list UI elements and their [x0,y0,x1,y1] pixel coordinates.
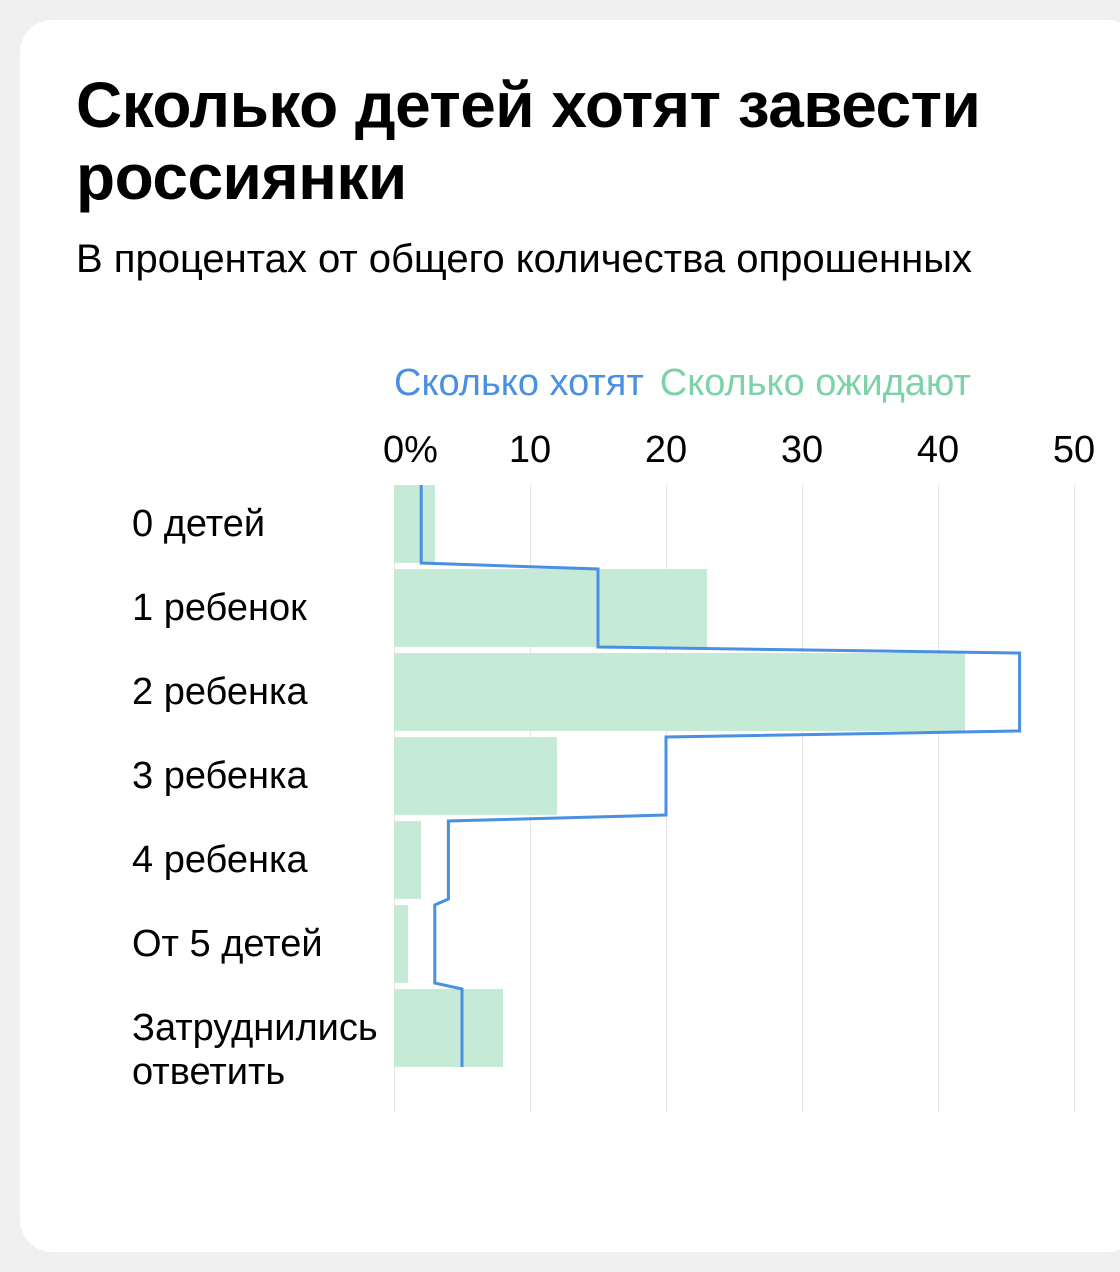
category-label: 2 ребенка [132,671,308,715]
x-tick-label: 50 [1053,429,1095,472]
category-label: Затруднились ответить [132,1007,432,1094]
category-label: 0 детей [132,503,265,547]
chart-area: 0%1020304050 0 детей1 ребенок2 ребенка3 … [76,429,1084,1113]
x-tick-label: 20 [645,429,687,472]
category-label: 4 ребенка [132,839,308,883]
legend: Сколько хотят Сколько ожидают [394,362,1084,405]
x-tick-label: 0% [383,429,438,472]
legend-want: Сколько хотят [394,362,644,405]
x-tick-label: 40 [917,429,959,472]
category-label: 3 ребенка [132,755,308,799]
x-tick-label: 10 [509,429,551,472]
chart-title: Сколько детей хотят завести россиянки [76,70,1084,213]
x-axis-labels: 0%1020304050 [394,429,1084,485]
category-label: От 5 детей [132,923,323,967]
chart-card: Сколько детей хотят завести россиянки В … [20,20,1120,1252]
category-label: 1 ребенок [132,587,307,631]
step-line-want [394,485,1094,1093]
x-tick-label: 30 [781,429,823,472]
legend-expect: Сколько ожидают [660,362,971,405]
chart-subtitle: В процентах от общего количества опрошен… [76,237,1084,282]
plot-area [394,485,1074,1113]
